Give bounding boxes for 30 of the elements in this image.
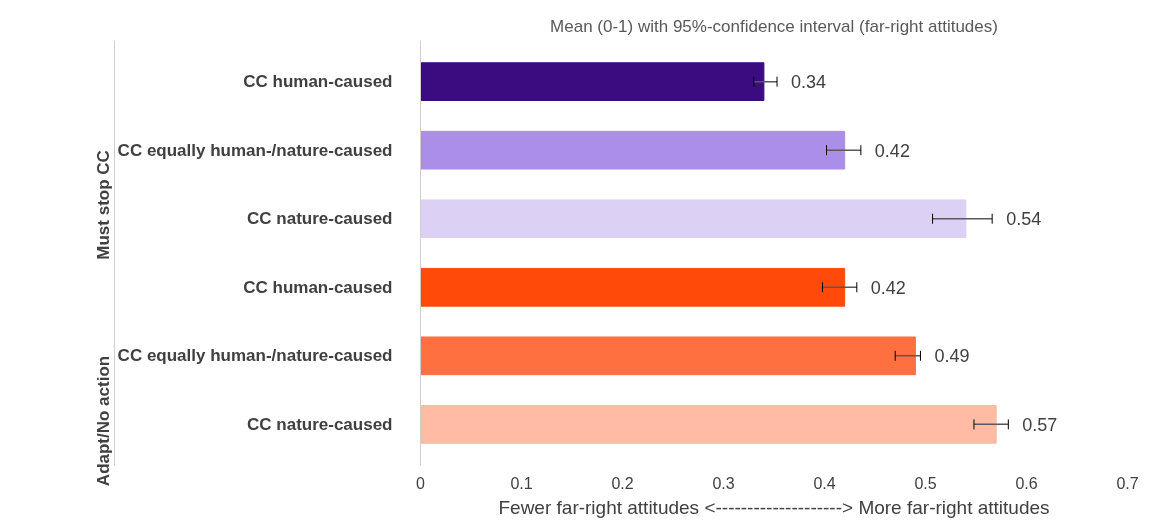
- x-tick-label: 0.2: [611, 474, 634, 492]
- bar: [420, 336, 916, 376]
- bar: [420, 405, 997, 444]
- data-label: 0.42: [870, 277, 906, 298]
- y-tick-label: CC human-caused: [243, 277, 393, 297]
- y-tick-label: CC nature-caused: [247, 209, 393, 229]
- y-tick-label: CC nature-caused: [247, 414, 393, 434]
- y-tick-label: CC equally human-/nature-caused: [117, 140, 393, 160]
- text: Must stop CC: [94, 150, 113, 260]
- x-tick-label: 0.3: [712, 474, 735, 492]
- x-tick-label: 0.1: [510, 474, 533, 492]
- bar: [420, 267, 846, 307]
- x-tick-label: 0.5: [914, 474, 937, 492]
- data-label: 0.34: [791, 72, 827, 93]
- text: Adapt/No action: [94, 355, 113, 487]
- y-tick-label: CC human-caused: [243, 72, 393, 92]
- bar: [420, 199, 967, 239]
- bar: [420, 62, 765, 101]
- chart-title: Mean (0-1) with 95%-confidence interval (far-right attitudes): [550, 16, 998, 36]
- x-axis-title: Fewer far-right attitudes <--------------------> More far-right attitudes: [498, 496, 1050, 518]
- x-tick-label: 0.7: [1116, 474, 1139, 492]
- x-tick-label: 0: [416, 474, 426, 492]
- data-label: 0.54: [1006, 209, 1042, 230]
- data-label: 0.57: [1022, 414, 1058, 435]
- data-label: 0.49: [934, 346, 970, 367]
- bar: [420, 130, 846, 170]
- x-tick-label: 0.4: [813, 474, 836, 492]
- data-label: 0.42: [874, 140, 910, 161]
- y-tick-label: CC equally human-/nature-caused: [117, 346, 393, 366]
- x-tick-label: 0.6: [1015, 474, 1038, 492]
